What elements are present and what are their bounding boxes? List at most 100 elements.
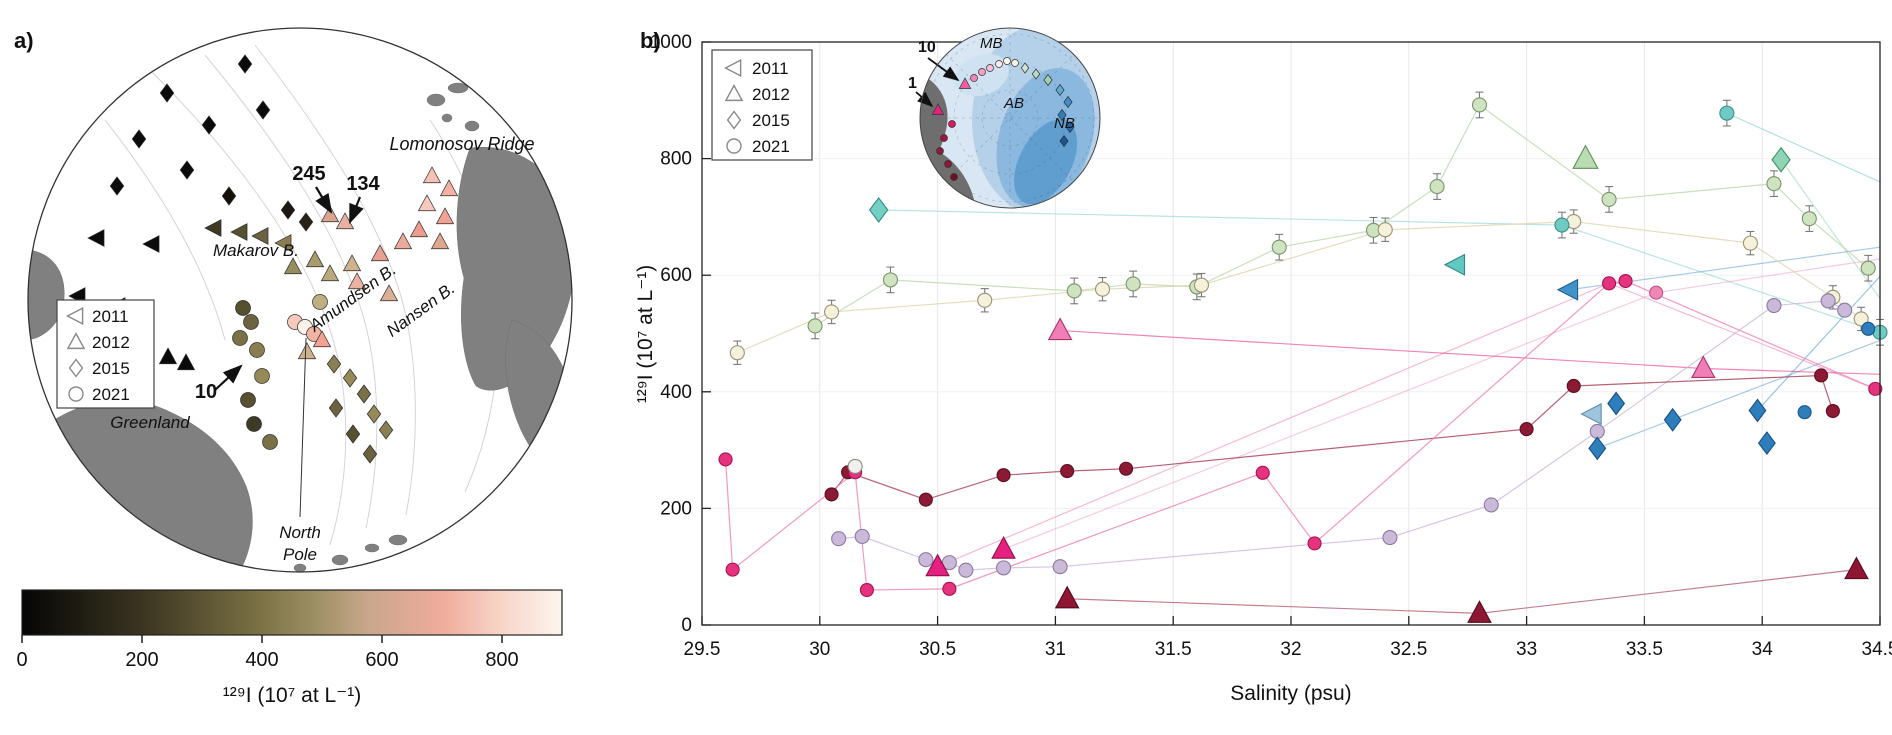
inset-labels: MB AB NB 10 1 xyxy=(908,35,1075,132)
panel-a-map-figure: a) Lomonosov Ridge Makarov B. Amundsen B… xyxy=(0,0,600,735)
legend-marker-2021 xyxy=(726,138,742,154)
inset-station-triangle-up xyxy=(958,77,972,89)
data-point-2015 xyxy=(1588,436,1607,461)
data-point-2021 xyxy=(1649,285,1664,300)
data-point-2021 xyxy=(1602,276,1617,291)
map-station-diamond xyxy=(255,100,271,120)
map-station-triangle-up xyxy=(176,353,196,371)
colorbar-gradient-bar xyxy=(21,589,563,636)
map-station-diamond xyxy=(221,186,237,206)
map-station-triangle-left xyxy=(230,223,248,241)
map-station-circle xyxy=(246,416,262,432)
data-point-2021 xyxy=(1377,222,1393,238)
x-tick-label: 34 xyxy=(1752,639,1774,660)
inset-station-diamond xyxy=(1055,83,1065,97)
data-point-2021 xyxy=(1860,260,1876,276)
label-makarov-basin: Makarov B. xyxy=(213,241,299,260)
data-point-2012 xyxy=(1844,556,1869,580)
x-tick-label: 31 xyxy=(1045,639,1066,660)
data-point-2021 xyxy=(1271,239,1287,255)
map-station-triangle-up xyxy=(393,232,413,250)
map-station-diamond xyxy=(201,115,217,135)
profile-connector-line xyxy=(1597,339,1881,449)
map-station-triangle-up xyxy=(370,244,390,262)
inset-station-circle xyxy=(936,147,944,155)
data-point-2015 xyxy=(1771,146,1791,173)
inset-station-circle xyxy=(948,120,956,128)
inset-station-circle xyxy=(950,173,958,181)
profile-connector-line xyxy=(1726,112,1881,183)
plot-axes: 29.5 30 30.5 31 31.5 32 32.5 33 33.5 34 34.5 0 200 40… xyxy=(650,32,1892,660)
panel-b-label: b) xyxy=(640,28,661,53)
label-lomonosov-ridge: Lomonosov Ridge xyxy=(389,134,534,154)
x-tick-label: 32 xyxy=(1280,639,1301,660)
map-station-triangle-up xyxy=(320,264,340,282)
data-point-2021 xyxy=(958,562,974,578)
data-point-2021 xyxy=(882,272,899,288)
map-station-diamond xyxy=(328,398,344,418)
map-station-diamond xyxy=(342,368,358,388)
data-point-2021 xyxy=(1554,217,1570,233)
data-point-2021 xyxy=(1766,297,1782,314)
station-annotation-245: 245 xyxy=(292,163,325,185)
profile-connector-line xyxy=(937,282,1876,568)
annotation-arrow xyxy=(214,364,243,391)
data-point-2021 xyxy=(996,560,1012,576)
map-station-triangle-up xyxy=(379,284,399,302)
data-point-2021 xyxy=(1255,465,1270,480)
label-north-pole-2: Pole xyxy=(283,545,317,564)
data-point-2021 xyxy=(1307,536,1322,551)
data-point-2012 xyxy=(991,536,1016,559)
data-point-2021 xyxy=(1861,321,1876,336)
plot-gridlines xyxy=(701,41,1881,626)
inset-station-diamond xyxy=(1059,134,1069,148)
map-station-circle xyxy=(312,294,328,310)
map-outline xyxy=(27,27,573,573)
map-stations xyxy=(68,54,459,464)
data-point-2012 xyxy=(925,553,950,577)
plot-legend-label-2011: 2011 xyxy=(752,59,789,78)
map-station-circle xyxy=(254,368,270,384)
plot-legend-label-2015: 2015 xyxy=(752,111,790,130)
map-station-triangle-up xyxy=(439,179,459,197)
inset-stations xyxy=(931,57,1075,181)
series-line xyxy=(724,280,1876,591)
map-station-triangle-up xyxy=(297,342,317,360)
map-station-triangle-left xyxy=(274,234,292,252)
station-annotation-10: 10 xyxy=(195,381,217,403)
map-station-circle xyxy=(262,434,278,450)
data-point-2021 xyxy=(824,304,840,320)
y-tick-label: 0 xyxy=(681,615,692,636)
legend-marker-2015 xyxy=(726,110,742,130)
data-point-2021 xyxy=(918,552,934,568)
data-point-2021 xyxy=(725,562,740,577)
data-point-2011 xyxy=(1556,278,1579,301)
colorbar-tick-label: 0 xyxy=(16,649,27,671)
data-point-2012 xyxy=(1054,585,1080,609)
data-point-2021 xyxy=(1471,97,1488,113)
data-point-2021 xyxy=(1483,497,1499,513)
data-point-2021 xyxy=(1094,281,1111,297)
map-station-diamond xyxy=(109,176,125,196)
data-point-2012 xyxy=(1467,600,1492,623)
x-tick-label: 30 xyxy=(809,639,830,660)
colorbar-tick-label: 800 xyxy=(485,649,518,671)
y-tick-label: 800 xyxy=(660,149,692,170)
series-line xyxy=(838,300,1845,571)
inset-station-circle xyxy=(995,60,1003,68)
data-point-2021 xyxy=(1566,378,1581,394)
map-station-triangle-up xyxy=(409,220,429,238)
label-greenland: Greenland xyxy=(110,413,190,432)
map-station-triangle-up xyxy=(430,232,450,250)
map-station-triangle-up xyxy=(283,257,303,275)
map-station-triangle-up xyxy=(158,347,178,365)
inset-station-circle xyxy=(970,74,978,82)
data-point-2021 xyxy=(807,318,823,334)
map-station-diamond xyxy=(356,384,372,404)
inset-label-NB: NB xyxy=(1054,115,1075,132)
y-axis-label: ¹²⁹I (10⁷ at L⁻¹) xyxy=(634,265,657,404)
inset-annotation-arrow xyxy=(927,57,960,82)
data-point-2021 xyxy=(1825,403,1840,419)
inset-station-circle xyxy=(1011,59,1019,67)
data-point-2021 xyxy=(996,468,1011,483)
